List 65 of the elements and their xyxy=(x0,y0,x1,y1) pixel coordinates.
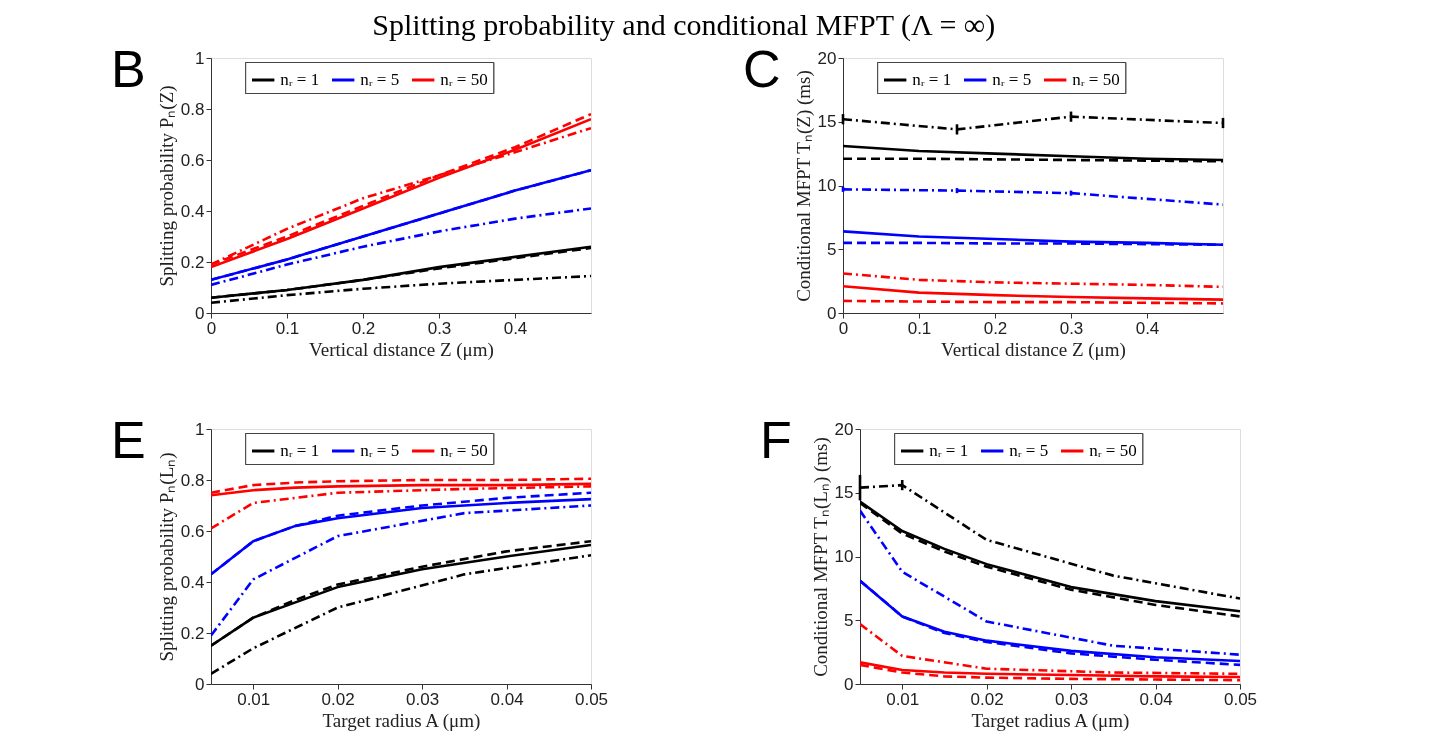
y-tick-label: 0.8 xyxy=(180,99,205,119)
x-tick-label: 0.4 xyxy=(503,318,528,338)
y-axis-title: Splitting probability Pₙ(Z) xyxy=(155,85,178,287)
x-tick-label: 0.05 xyxy=(574,689,609,709)
x-tick-label: 0.03 xyxy=(1055,689,1089,709)
y-tick-label: 0.6 xyxy=(180,150,205,170)
x-axis-title: Vertical distance Z (μm) xyxy=(941,338,1126,361)
x-axis-title: Vertical distance Z (μm) xyxy=(309,338,494,361)
x-tick-label: 0.1 xyxy=(275,318,300,338)
y-tick-label: 0.2 xyxy=(180,623,205,643)
x-tick-label: 0.01 xyxy=(237,689,271,709)
legend-label: nᵣ = 5 xyxy=(1009,441,1049,460)
legend-label: nᵣ = 1 xyxy=(280,70,320,89)
y-tick-label: 10 xyxy=(834,547,854,566)
text: C xyxy=(743,40,781,98)
y-axis-title: Conditional MFPT Tₙ(Lₙ) (ms) xyxy=(809,437,832,677)
x-tick-label: 0.04 xyxy=(1139,689,1173,709)
legend-label: nᵣ = 50 xyxy=(1089,441,1137,460)
legend-label: nᵣ = 1 xyxy=(929,441,969,460)
y-tick-label: 0 xyxy=(195,674,205,694)
y-tick-label: 20 xyxy=(817,48,837,68)
x-tick-label: 0.01 xyxy=(886,689,920,709)
legend-label: nᵣ = 1 xyxy=(280,441,320,460)
legend-label: nᵣ = 5 xyxy=(992,70,1032,89)
y-tick-label: 0.2 xyxy=(180,252,205,272)
x-tick-label: 0.02 xyxy=(970,689,1004,709)
y-tick-label: 0 xyxy=(844,674,854,694)
x-axis-title: Target radius A (μm) xyxy=(322,709,481,732)
x-tick-label: 0.4 xyxy=(1135,318,1160,338)
text: B xyxy=(111,40,146,98)
x-tick-label: 0.04 xyxy=(490,689,524,709)
legend-label: nᵣ = 50 xyxy=(440,441,488,460)
x-tick-label: 0.2 xyxy=(983,318,1008,338)
y-tick-label: 0 xyxy=(195,303,205,323)
x-tick-label: 0.1 xyxy=(907,318,932,338)
y-tick-label: 15 xyxy=(817,112,837,132)
text: F xyxy=(760,411,792,469)
y-tick-label: 10 xyxy=(817,176,837,195)
x-tick-label: 0.3 xyxy=(1059,318,1084,338)
text: Splitting probability and conditional MFPT (Λ = ∞) xyxy=(372,7,996,42)
y-tick-label: 15 xyxy=(834,483,854,503)
y-tick-label: 5 xyxy=(844,610,854,630)
y-tick-label: 5 xyxy=(827,239,837,259)
y-tick-label: 0.6 xyxy=(180,521,205,541)
legend-label: nᵣ = 1 xyxy=(912,70,952,89)
y-tick-label: 0 xyxy=(827,303,837,323)
y-tick-label: 0.4 xyxy=(180,572,205,592)
x-tick-label: 0.02 xyxy=(321,689,355,709)
y-tick-label: 20 xyxy=(834,419,854,439)
y-axis-title: Splitting probability Pₙ(Lₙ) xyxy=(155,452,178,662)
y-axis-title: Conditional MFPT Tₙ(Z) (ms) xyxy=(792,70,815,302)
y-tick-label: 0.4 xyxy=(180,201,205,221)
legend-label: nᵣ = 50 xyxy=(440,70,488,89)
y-tick-label: 1 xyxy=(195,419,205,439)
legend-label: nᵣ = 5 xyxy=(360,70,400,89)
x-tick-label: 0.03 xyxy=(406,689,440,709)
legend-label: nᵣ = 50 xyxy=(1072,70,1120,89)
text: E xyxy=(111,411,146,469)
x-tick-label: 0.2 xyxy=(351,318,376,338)
x-axis-title: Target radius A (μm) xyxy=(971,709,1130,732)
x-tick-label: 0.05 xyxy=(1223,689,1258,709)
y-tick-label: 1 xyxy=(195,48,205,68)
y-tick-label: 0.8 xyxy=(180,470,205,490)
x-tick-label: 0.3 xyxy=(427,318,452,338)
legend-label: nᵣ = 5 xyxy=(360,441,400,460)
